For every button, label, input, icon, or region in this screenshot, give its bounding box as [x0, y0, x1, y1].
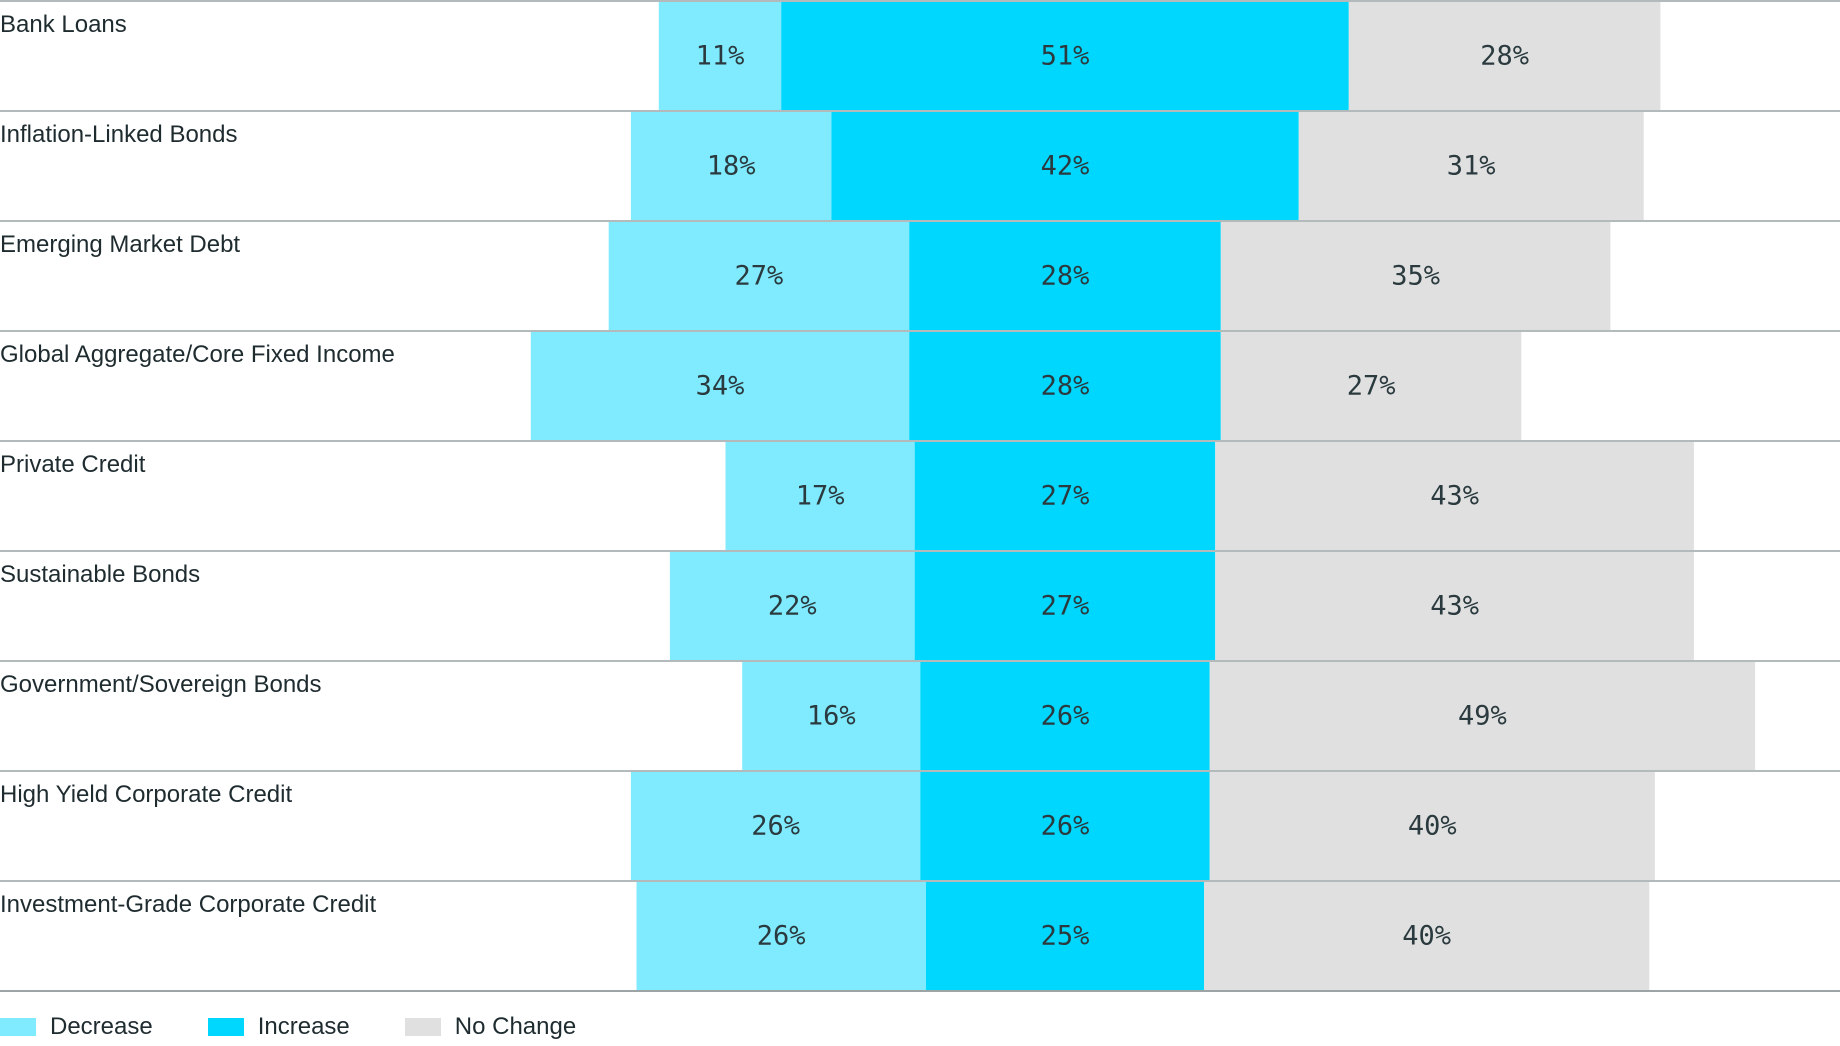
- value-label-increase-emerging-market-debt: 28%: [1041, 261, 1090, 292]
- category-label-investment-grade-corporate-credit: Investment-Grade Corporate Credit: [0, 891, 376, 918]
- bar-no-change-high-yield-corporate-credit: [1209, 772, 1655, 880]
- value-label-no-change-high-yield-corporate-credit: 40%: [1408, 811, 1457, 842]
- value-label-decrease-global-aggregate-core-fixed-income: 34%: [696, 371, 745, 402]
- category-label-global-aggregate-core-fixed-income: Global Aggregate/Core Fixed Income: [0, 341, 395, 368]
- value-label-increase-private-credit: 27%: [1041, 481, 1090, 512]
- value-label-increase-sustainable-bonds: 27%: [1041, 591, 1090, 622]
- value-label-increase-global-aggregate-core-fixed-income: 28%: [1041, 371, 1090, 402]
- category-label-bank-loans: Bank Loans: [0, 11, 127, 38]
- legend-item-increase: Increase: [207, 1013, 350, 1041]
- value-label-no-change-inflation-linked-bonds: 31%: [1447, 151, 1496, 182]
- category-label-emerging-market-debt: Emerging Market Debt: [0, 231, 240, 258]
- bar-no-change-emerging-market-debt: [1220, 222, 1611, 330]
- bar-decrease-investment-grade-corporate-credit: [636, 882, 926, 990]
- bar-increase-private-credit: [914, 442, 1216, 550]
- value-label-increase-government-sovereign-bonds: 26%: [1041, 701, 1090, 732]
- bar-decrease-bank-loans: [658, 2, 782, 110]
- value-label-decrease-bank-loans: 11%: [696, 41, 745, 72]
- value-label-decrease-private-credit: 17%: [796, 481, 845, 512]
- stacked-bar-chart: 11% 51% 28% Bank Loans 18% 42% 31% Inflation-Li…: [0, 0, 1840, 992]
- legend-label-increase: Increase: [257, 1013, 350, 1040]
- value-label-decrease-emerging-market-debt: 27%: [735, 261, 784, 292]
- legend-item-decrease: Decrease: [0, 1013, 153, 1041]
- legend-swatch-decrease: [0, 1018, 36, 1036]
- bar-increase-inflation-linked-bonds: [831, 112, 1299, 220]
- category-label-inflation-linked-bonds: Inflation-Linked Bonds: [0, 121, 238, 148]
- bar-increase-sustainable-bonds: [914, 552, 1216, 660]
- value-label-decrease-investment-grade-corporate-credit: 26%: [757, 921, 806, 952]
- value-label-no-change-bank-loans: 28%: [1480, 41, 1529, 72]
- value-label-no-change-global-aggregate-core-fixed-income: 27%: [1347, 371, 1396, 402]
- legend-swatch-no-change: [404, 1018, 441, 1036]
- bar-no-change-bank-loans: [1348, 2, 1661, 110]
- value-label-no-change-government-sovereign-bonds: 49%: [1458, 701, 1507, 732]
- bar-increase-high-yield-corporate-credit: [920, 772, 1210, 880]
- value-label-no-change-sustainable-bonds: 43%: [1430, 591, 1479, 622]
- legend-label-decrease: Decrease: [50, 1013, 153, 1040]
- bar-decrease-inflation-linked-bonds: [630, 112, 832, 220]
- category-label-government-sovereign-bonds: Government/Sovereign Bonds: [0, 671, 322, 698]
- bar-no-change-private-credit: [1215, 442, 1694, 550]
- legend-swatch-increase: [207, 1018, 244, 1036]
- bar-decrease-high-yield-corporate-credit: [630, 772, 921, 880]
- bar-no-change-sustainable-bonds: [1215, 552, 1694, 660]
- legend-label-no-change: No Change: [454, 1013, 577, 1040]
- value-label-decrease-high-yield-corporate-credit: 26%: [751, 811, 800, 842]
- bar-increase-government-sovereign-bonds: [920, 662, 1210, 770]
- legend-item-no-change: No Change: [404, 1013, 577, 1041]
- value-label-increase-high-yield-corporate-credit: 26%: [1041, 811, 1090, 842]
- bar-decrease-global-aggregate-core-fixed-income: [530, 332, 910, 440]
- bar-no-change-inflation-linked-bonds: [1298, 112, 1644, 220]
- value-label-decrease-inflation-linked-bonds: 18%: [707, 151, 756, 182]
- bar-increase-investment-grade-corporate-credit: [925, 882, 1205, 990]
- value-label-no-change-investment-grade-corporate-credit: 40%: [1402, 921, 1451, 952]
- bar-no-change-global-aggregate-core-fixed-income: [1220, 332, 1522, 440]
- bar-increase-bank-loans: [781, 2, 1349, 110]
- value-label-increase-inflation-linked-bonds: 42%: [1041, 151, 1090, 182]
- bar-decrease-government-sovereign-bonds: [742, 662, 921, 770]
- category-label-high-yield-corporate-credit: High Yield Corporate Credit: [0, 781, 292, 808]
- legend: Decrease Increase No Change: [0, 1010, 631, 1044]
- value-label-decrease-government-sovereign-bonds: 16%: [807, 701, 856, 732]
- bar-decrease-sustainable-bonds: [669, 552, 915, 660]
- bar-increase-global-aggregate-core-fixed-income: [909, 332, 1221, 440]
- value-label-increase-bank-loans: 51%: [1041, 41, 1090, 72]
- bar-no-change-government-sovereign-bonds: [1209, 662, 1756, 770]
- bar-no-change-investment-grade-corporate-credit: [1204, 882, 1650, 990]
- value-label-no-change-emerging-market-debt: 35%: [1391, 261, 1440, 292]
- bar-decrease-private-credit: [725, 442, 915, 550]
- category-label-private-credit: Private Credit: [0, 451, 146, 478]
- value-label-decrease-sustainable-bonds: 22%: [768, 591, 817, 622]
- value-label-increase-investment-grade-corporate-credit: 25%: [1041, 921, 1090, 952]
- bar-decrease-emerging-market-debt: [608, 222, 910, 330]
- bar-increase-emerging-market-debt: [909, 222, 1221, 330]
- value-label-no-change-private-credit: 43%: [1430, 481, 1479, 512]
- category-label-sustainable-bonds: Sustainable Bonds: [0, 561, 200, 588]
